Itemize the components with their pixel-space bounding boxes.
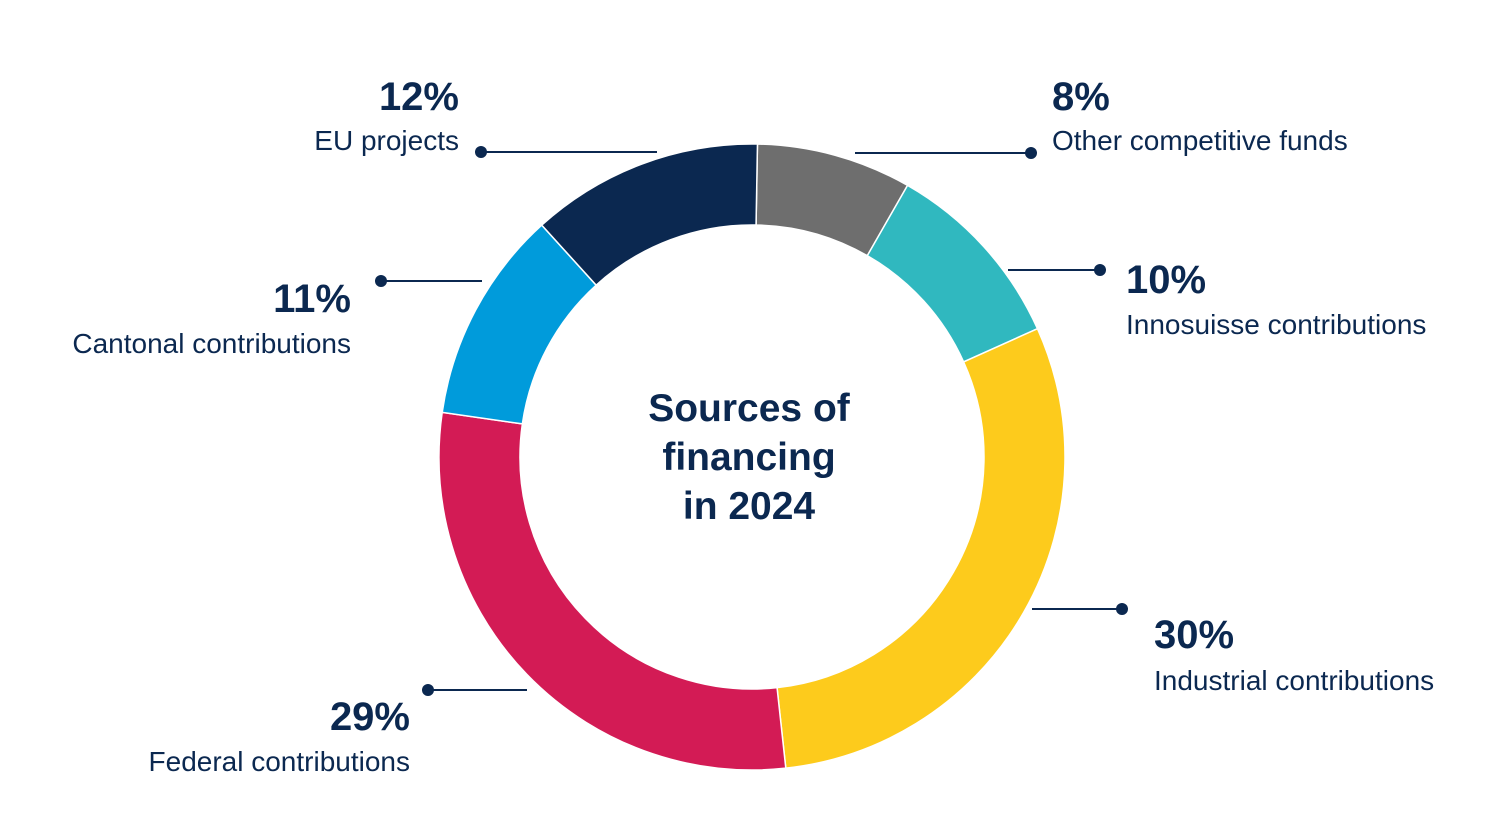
category-label: Cantonal contributions [72,328,351,359]
value-label: 11% [273,277,351,321]
label-eu-projects: 12% EU projects [314,75,459,156]
leader-dot [375,275,387,287]
value-label: 29% [330,695,410,739]
leader-dot [1025,147,1037,159]
value-label: 12% [379,75,459,119]
label-other-competitive-funds: 8% Other competitive funds [1052,75,1348,156]
center-title-line-3: in 2024 [683,485,816,528]
category-label: Innosuisse contributions [1126,309,1426,340]
label-federal-contributions: 29% Federal contributions [149,695,410,777]
leader-dot [475,146,487,158]
donut-slices [438,143,1066,771]
leader-dot [1116,603,1128,615]
slice-federal-contributions [438,411,787,771]
value-label: 30% [1154,613,1234,657]
slice-eu-projects [540,143,759,287]
label-industrial-contributions: 30% Industrial contributions [1154,613,1434,696]
slice-industrial-contributions [776,327,1066,769]
category-label: Other competitive funds [1052,125,1348,156]
leader-dot [1094,264,1106,276]
center-title: Sources of financing in 2024 [648,387,851,528]
category-label: Industrial contributions [1154,665,1434,696]
leader-dot [422,684,434,696]
category-label: Federal contributions [149,746,410,777]
label-innosuisse-contributions: 10% Innosuisse contributions [1126,258,1426,340]
category-label: EU projects [314,125,459,156]
center-title-line-2: financing [662,436,835,479]
value-label: 10% [1126,258,1206,302]
leader-lines [375,146,1128,696]
slice-innosuisse-contributions [866,184,1039,363]
center-title-line-1: Sources of [648,387,851,430]
label-cantonal-contributions: 11% Cantonal contributions [72,277,351,359]
value-label: 8% [1052,75,1110,119]
